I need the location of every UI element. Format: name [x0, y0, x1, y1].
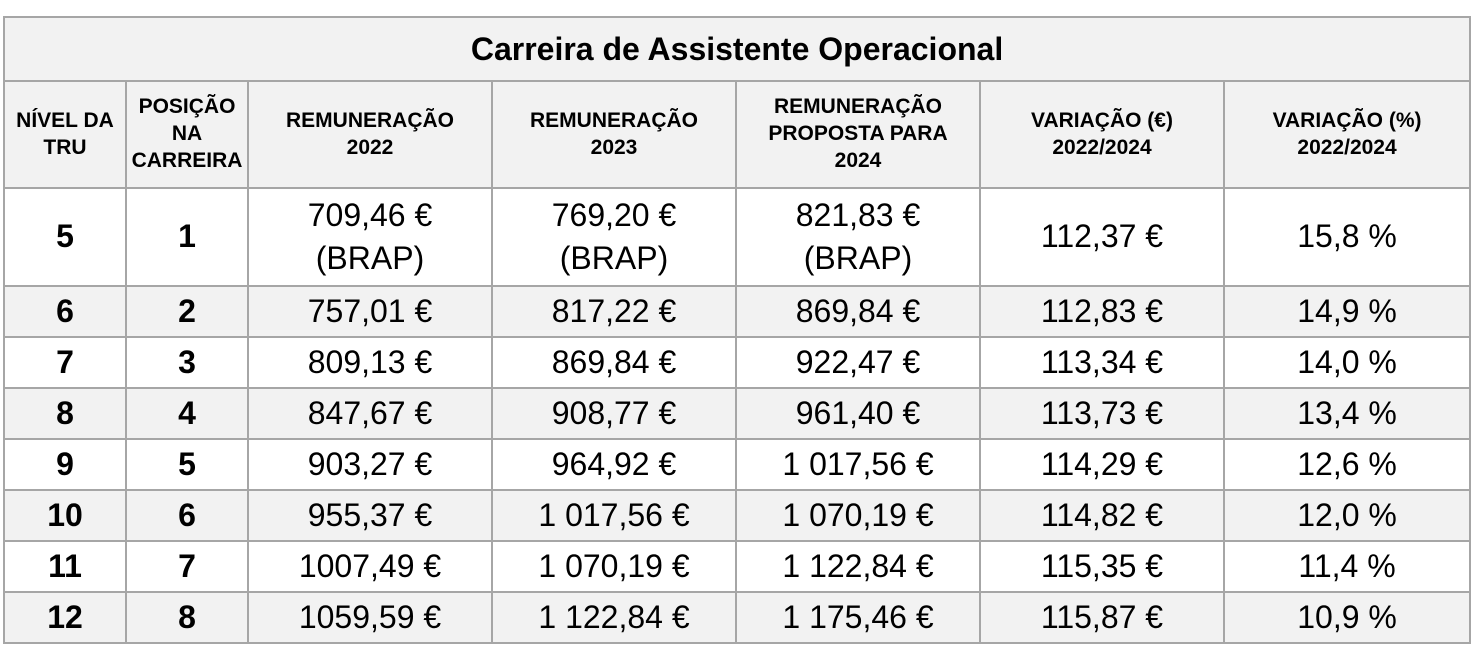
cell-nivel: 8 — [3, 387, 127, 440]
cell-rem2023: 908,77 € — [491, 387, 737, 440]
cell-posicao: 2 — [125, 285, 249, 338]
cell-rem2023: 964,92 € — [491, 438, 737, 491]
cell-rem2024: 1 070,19 € — [735, 489, 981, 542]
cell-rem2024: 869,84 € — [735, 285, 981, 338]
table-title: Carreira de Assistente Operacional — [2, 16, 1472, 82]
cell-var-pct: 10,9 % — [1222, 591, 1472, 644]
cell-rem2023: 1 017,56 € — [491, 489, 737, 542]
cell-var-pct: 11,4 % — [1222, 540, 1472, 593]
table-row: 6 2 757,01 € 817,22 € 869,84 € 112,83 € … — [3, 285, 1472, 338]
cell-var-eur: 114,82 € — [979, 489, 1225, 542]
cell-rem2022: 1059,59 € — [247, 591, 493, 644]
cell-var-eur: 113,73 € — [979, 387, 1225, 440]
cell-var-pct: 14,9 % — [1222, 285, 1472, 338]
cell-var-pct: 13,4 % — [1222, 387, 1472, 440]
cell-nivel: 11 — [3, 540, 127, 593]
cell-rem2024: 922,47 € — [735, 336, 981, 389]
cell-rem2022: 809,13 € — [247, 336, 493, 389]
cell-rem2024: 961,40 € — [735, 387, 981, 440]
cell-rem2024: 1 175,46 € — [735, 591, 981, 644]
cell-posicao: 1 — [125, 187, 249, 287]
cell-rem2023: 1 070,19 € — [491, 540, 737, 593]
cell-rem2023: 817,22 € — [491, 285, 737, 338]
cell-rem2024: 821,83 € (BRAP) — [735, 187, 981, 287]
cell-rem2022: 1007,49 € — [247, 540, 493, 593]
cell-var-eur: 113,34 € — [979, 336, 1225, 389]
header-remuneracao-2023: REMUNERAÇÃO 2023 — [491, 80, 737, 189]
header-posicao-carreira: POSIÇÃO NA CARREIRA — [125, 80, 249, 189]
cell-posicao: 8 — [125, 591, 249, 644]
cell-rem2022: 955,37 € — [247, 489, 493, 542]
cell-var-pct: 12,6 % — [1222, 438, 1472, 491]
table-row: 9 5 903,27 € 964,92 € 1 017,56 € 114,29 … — [3, 438, 1472, 491]
cell-var-eur: 115,35 € — [979, 540, 1225, 593]
cell-var-eur: 112,83 € — [979, 285, 1225, 338]
salary-table: Carreira de Assistente Operacional NÍVEL… — [2, 16, 1472, 644]
cell-rem2023: 769,20 € (BRAP) — [491, 187, 737, 287]
header-remuneracao-2024: REMUNERAÇÃO PROPOSTA PARA 2024 — [735, 80, 981, 189]
cell-nivel: 12 — [3, 591, 127, 644]
header-variacao-eur: VARIAÇÃO (€) 2022/2024 — [979, 80, 1225, 189]
cell-var-pct: 12,0 % — [1222, 489, 1472, 542]
cell-var-eur: 114,29 € — [979, 438, 1225, 491]
cell-posicao: 6 — [125, 489, 249, 542]
cell-posicao: 5 — [125, 438, 249, 491]
salary-table-container: Carreira de Assistente Operacional NÍVEL… — [2, 16, 1472, 644]
header-remuneracao-2022: REMUNERAÇÃO 2022 — [247, 80, 493, 189]
cell-rem2024: 1 017,56 € — [735, 438, 981, 491]
table-row: 8 4 847,67 € 908,77 € 961,40 € 113,73 € … — [3, 387, 1472, 440]
header-variacao-pct: VARIAÇÃO (%) 2022/2024 — [1222, 80, 1472, 189]
cell-var-eur: 112,37 € — [979, 187, 1225, 287]
cell-rem2024: 1 122,84 € — [735, 540, 981, 593]
cell-posicao: 3 — [125, 336, 249, 389]
cell-var-pct: 15,8 % — [1222, 187, 1472, 287]
cell-rem2022: 709,46 € (BRAP) — [247, 187, 493, 287]
cell-rem2022: 757,01 € — [247, 285, 493, 338]
cell-rem2023: 1 122,84 € — [491, 591, 737, 644]
cell-nivel: 7 — [3, 336, 127, 389]
cell-nivel: 5 — [3, 187, 127, 287]
table-row: 7 3 809,13 € 869,84 € 922,47 € 113,34 € … — [3, 336, 1472, 389]
cell-rem2022: 847,67 € — [247, 387, 493, 440]
cell-nivel: 10 — [3, 489, 127, 542]
cell-nivel: 6 — [3, 285, 127, 338]
cell-posicao: 4 — [125, 387, 249, 440]
cell-rem2023: 869,84 € — [491, 336, 737, 389]
header-nivel-tru: NÍVEL DA TRU — [3, 80, 127, 189]
header-row: NÍVEL DA TRU POSIÇÃO NA CARREIRA REMUNERAÇÃ… — [3, 80, 1472, 189]
cell-nivel: 9 — [3, 438, 127, 491]
table-row: 12 8 1059,59 € 1 122,84 € 1 175,46 € 115… — [3, 591, 1472, 644]
cell-var-eur: 115,87 € — [979, 591, 1225, 644]
table-row: 10 6 955,37 € 1 017,56 € 1 070,19 € 114,… — [3, 489, 1472, 542]
cell-posicao: 7 — [125, 540, 249, 593]
table-row: 11 7 1007,49 € 1 070,19 € 1 122,84 € 115… — [3, 540, 1472, 593]
table-row: 5 1 709,46 € (BRAP) 769,20 € (BRAP) 821,83… — [3, 187, 1472, 287]
cell-var-pct: 14,0 % — [1222, 336, 1472, 389]
cell-rem2022: 903,27 € — [247, 438, 493, 491]
